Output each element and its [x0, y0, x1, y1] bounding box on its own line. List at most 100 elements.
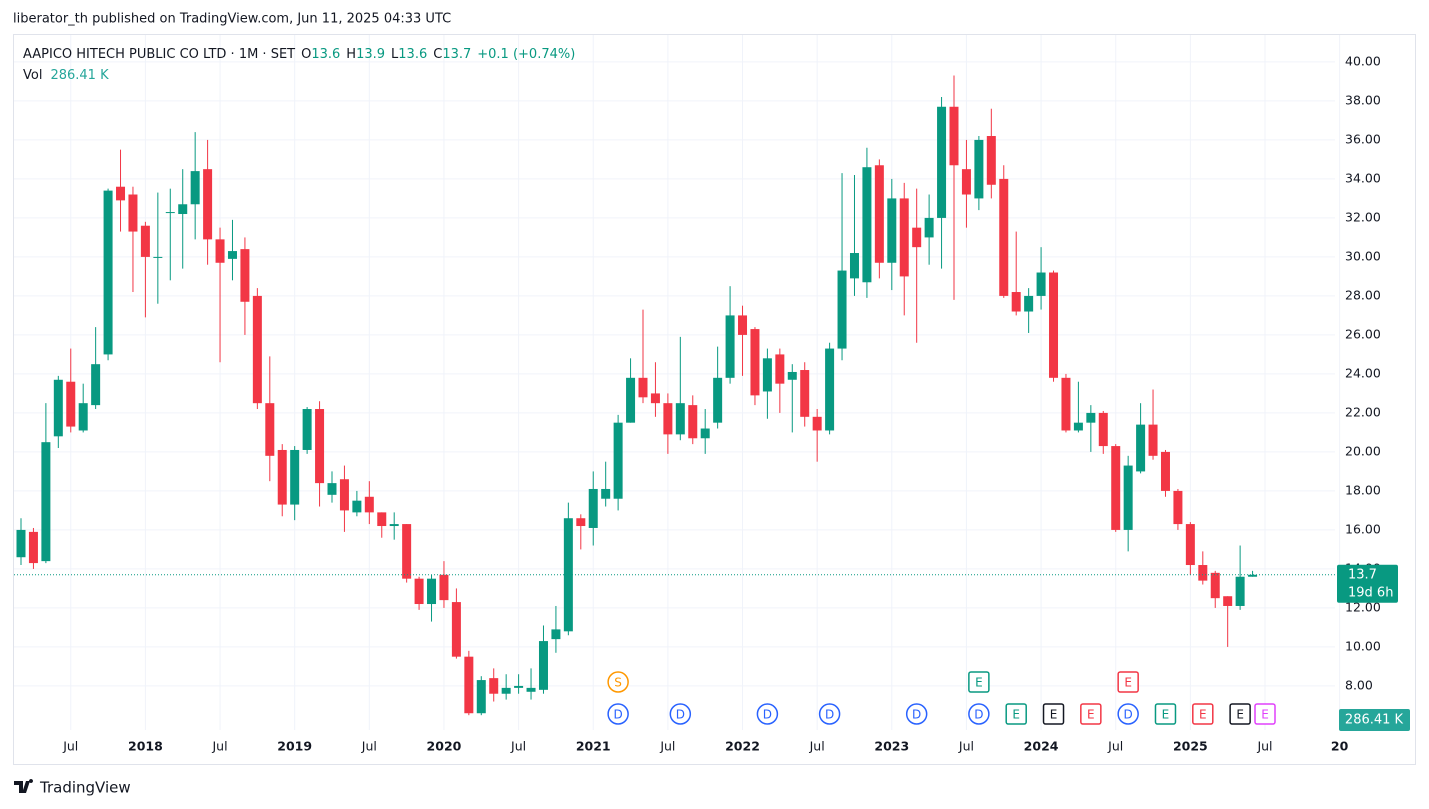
ohlc-value: 13.7 — [442, 47, 471, 62]
price-tag-countdown: 19d 6h — [1348, 585, 1393, 600]
price-tag-value: 13.7 — [1348, 567, 1377, 582]
candle-body — [688, 405, 698, 439]
candle-body — [78, 403, 88, 431]
candle-body — [1185, 524, 1195, 566]
event-label: E — [1124, 676, 1132, 690]
candle-body — [825, 348, 835, 431]
candle-body — [53, 379, 63, 437]
x-tick-label: 2021 — [576, 739, 611, 754]
candle-body — [576, 518, 586, 527]
candle-body — [551, 629, 561, 640]
candle-body — [800, 370, 810, 417]
candle-body — [924, 217, 934, 238]
ohlc-label: C — [433, 47, 442, 62]
x-tick-label: Jul — [1107, 739, 1123, 754]
y-tick-label: 28.00 — [1345, 287, 1381, 302]
x-tick-label: 2019 — [277, 739, 312, 754]
candle-body — [41, 442, 51, 562]
candle-body — [837, 270, 847, 349]
candle-body — [1136, 424, 1146, 472]
candle-body — [377, 512, 387, 527]
event-marker — [607, 703, 629, 725]
candle-body — [514, 685, 524, 688]
earnings-marker — [1192, 703, 1214, 725]
candle-body — [1235, 576, 1245, 606]
candle-body — [912, 227, 922, 248]
logo-mark — [14, 779, 34, 793]
y-tick-label: 18.00 — [1345, 482, 1381, 497]
candle-body — [203, 169, 213, 240]
candle-body — [675, 403, 685, 435]
candle-body — [1098, 412, 1108, 447]
event-label: E — [1012, 708, 1020, 722]
candle-body — [91, 364, 101, 406]
candle-body — [1173, 490, 1183, 525]
event-marker — [1117, 703, 1139, 725]
candle-body — [178, 204, 188, 215]
y-tick-label: 32.00 — [1345, 209, 1381, 224]
candle-body — [563, 518, 573, 632]
candle-body — [588, 488, 598, 528]
y-tick-label: 8.00 — [1345, 677, 1373, 692]
earnings-marker — [1117, 671, 1139, 693]
candle-body — [290, 449, 300, 505]
candle-body — [116, 186, 126, 201]
candle-body — [725, 315, 735, 378]
x-tick-label: Jul — [1256, 739, 1272, 754]
ohlc-label: O — [301, 47, 311, 62]
event-label: S — [614, 676, 622, 690]
candle-body — [1223, 596, 1233, 606]
event-marker — [756, 703, 779, 725]
volume-tag — [1339, 709, 1410, 731]
x-tick-label: 2022 — [725, 739, 760, 754]
candle-body — [302, 409, 312, 450]
candle-body — [16, 529, 26, 558]
candle-body — [961, 169, 971, 195]
volume-tag-value: 286.41 K — [1345, 713, 1404, 728]
candle-body — [476, 680, 486, 714]
x-tick-label: 2018 — [128, 739, 163, 754]
candle-body — [190, 171, 200, 205]
candle-body — [352, 500, 362, 513]
candle-body — [315, 409, 325, 484]
candle-body — [1198, 565, 1208, 581]
candle-body — [1024, 295, 1034, 312]
y-tick-label: 22.00 — [1345, 404, 1381, 419]
event-label: E — [1236, 708, 1244, 722]
event-label: E — [1199, 708, 1207, 722]
event-label: E — [1050, 708, 1058, 722]
candle-body — [1073, 422, 1083, 431]
candle-body — [28, 531, 38, 564]
candle-body — [128, 194, 138, 232]
candle-body — [626, 377, 636, 423]
y-tick-label: 16.00 — [1345, 521, 1381, 536]
x-tick-label: 2024 — [1024, 739, 1059, 754]
candle-body — [613, 422, 623, 499]
y-tick-label: 12.00 — [1345, 599, 1381, 614]
candle-body — [937, 106, 947, 218]
vol-label: Vol — [23, 68, 42, 83]
candle-body — [999, 178, 1009, 296]
candle-body — [1111, 446, 1121, 530]
x-tick-label: Jul — [809, 739, 825, 754]
candle-body — [165, 212, 175, 214]
candle-body — [738, 315, 748, 335]
price-tag — [1337, 564, 1398, 603]
earnings-marker — [1229, 703, 1251, 725]
vol-value: 286.41 K — [50, 68, 109, 83]
ohlc-label: L — [391, 47, 399, 62]
candle-body — [663, 403, 673, 435]
candle-body — [949, 106, 959, 166]
y-tick-label: 38.00 — [1345, 92, 1381, 107]
y-tick-label: 36.00 — [1345, 131, 1381, 146]
symbol: AAPICO HITECH PUBLIC CO LTD · 1M · SET — [23, 47, 295, 62]
x-tick-label: 20 — [1331, 739, 1349, 754]
candle-body — [103, 190, 113, 355]
earnings-marker — [1080, 703, 1102, 725]
y-tick-label: 34.00 — [1345, 170, 1381, 185]
candle-body — [862, 167, 872, 283]
candle-body — [1160, 451, 1170, 491]
published-line: liberator_th published on TradingView.co… — [13, 12, 451, 27]
ohlc-value: 13.6 — [311, 47, 340, 62]
